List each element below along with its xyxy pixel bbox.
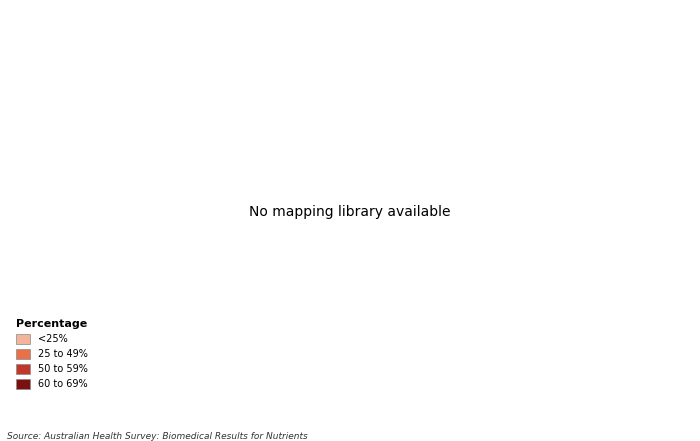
- Legend: <25%, 25 to 49%, 50 to 59%, 60 to 69%: <25%, 25 to 49%, 50 to 59%, 60 to 69%: [12, 315, 92, 393]
- Text: No mapping library available: No mapping library available: [249, 205, 451, 219]
- Text: Source: Australian Health Survey: Biomedical Results for Nutrients: Source: Australian Health Survey: Biomed…: [7, 432, 308, 441]
